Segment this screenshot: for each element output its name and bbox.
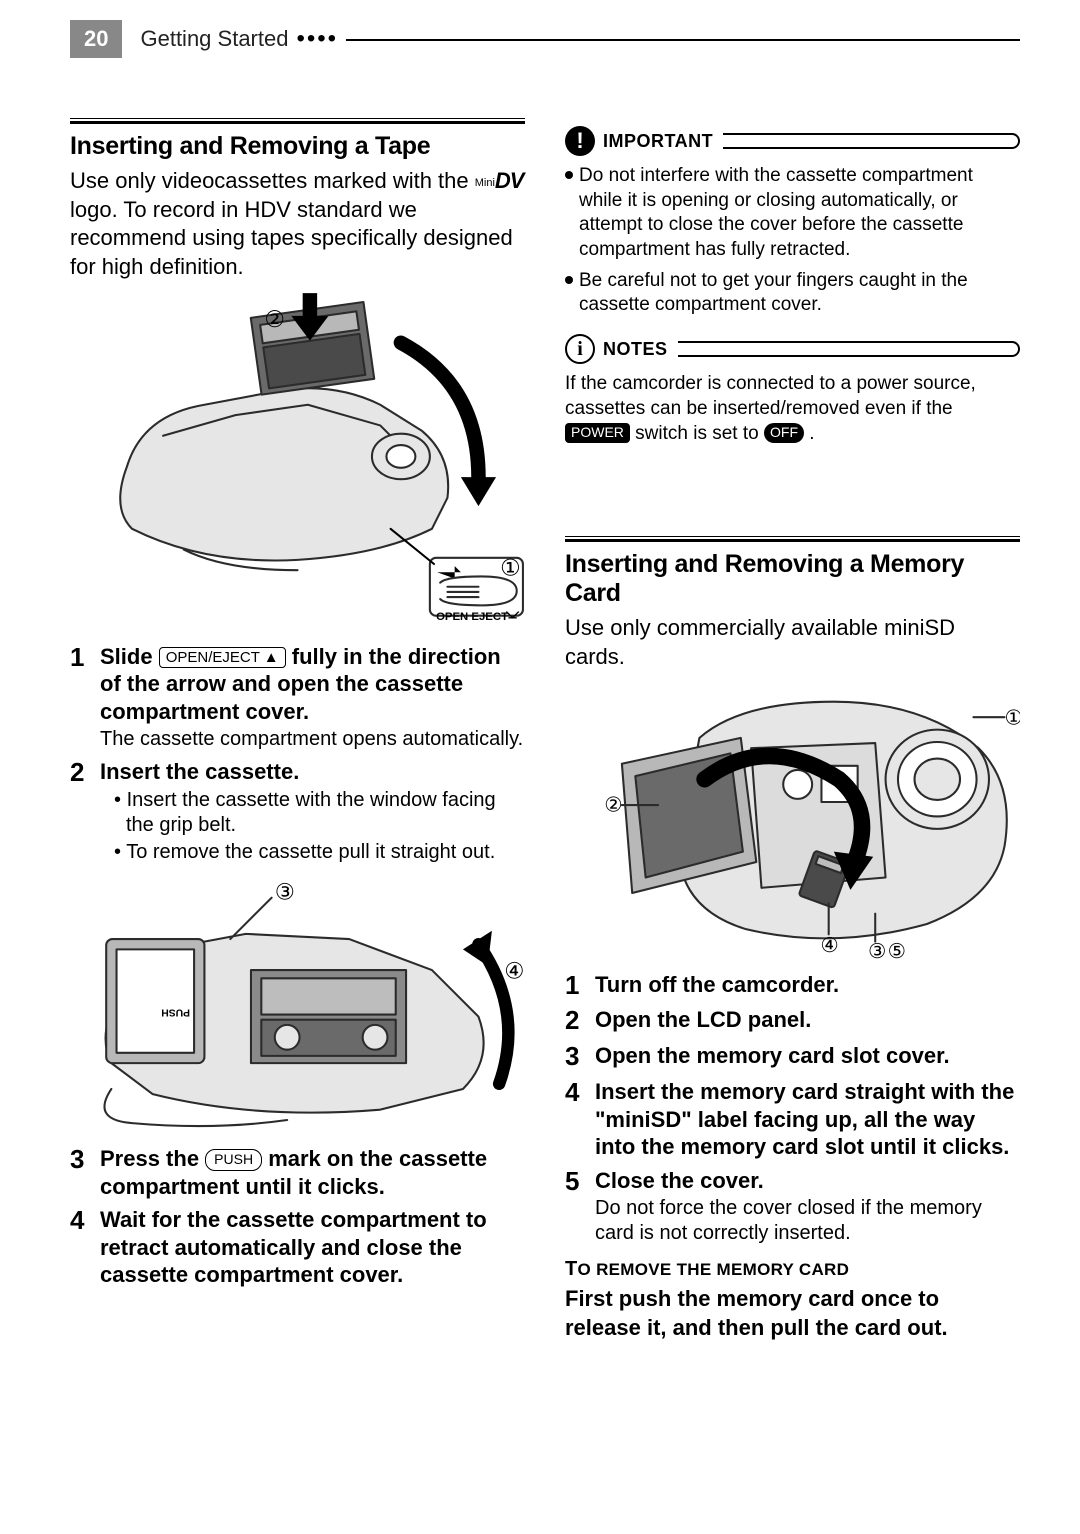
notes-post: . — [804, 423, 815, 444]
bullet-item: To remove the cassette pull it straight … — [114, 840, 525, 865]
step-title: Open the memory card slot cover. — [595, 1042, 1020, 1070]
section-heading-card: Inserting and Removing a Memory Card — [565, 550, 1020, 608]
fig3-circle1: ① — [1004, 707, 1020, 730]
important-item: Be careful not to get your fingers caugh… — [565, 269, 1020, 318]
fig3-circle2: ② — [604, 794, 623, 817]
important-label: IMPORTANT — [603, 131, 713, 152]
step-number: 2 — [565, 1006, 595, 1036]
card-intro: Use only commercially available miniSD c… — [565, 614, 1020, 671]
remove-card-heading: TO REMOVE THE MEMORY CARD — [565, 1258, 1020, 1281]
notes-icon: i — [565, 334, 595, 364]
step-desc: The cassette compartment opens automatic… — [100, 727, 525, 752]
section-heading-tape: Inserting and Removing a Tape — [70, 132, 525, 161]
callout-rule — [678, 341, 1020, 357]
off-key: OFF — [764, 423, 804, 444]
card-steps: 1 Turn off the camcorder. 2 Open the LCD… — [565, 971, 1020, 1247]
notes-callout: i NOTES — [565, 334, 1020, 364]
header-rule — [346, 39, 1020, 41]
power-key: POWER — [565, 423, 630, 444]
important-icon: ! — [565, 126, 595, 156]
step-title: Insert the memory card straight with the… — [595, 1078, 1020, 1161]
push-key: PUSH — [205, 1149, 262, 1171]
figure-tape-open: ② ① OPEN EJECT — [70, 291, 525, 632]
notes-pre: If the camcorder is connected to a power… — [565, 373, 976, 419]
step-title: Slide OPEN/EJECT ▲ fully in the directio… — [100, 643, 525, 726]
fig3-circle3: ③ — [868, 941, 887, 961]
left-column: Inserting and Removing a Tape Use only v… — [70, 118, 525, 1342]
step-desc: Do not force the cover closed if the mem… — [595, 1196, 1020, 1246]
intro-pre: Use only videocassettes marked with the — [70, 168, 475, 193]
step-text-pre: Press the — [100, 1146, 205, 1171]
fig1-circle1: ① — [500, 555, 520, 581]
page-number: 20 — [70, 20, 122, 58]
mini-label: Mini — [475, 177, 495, 189]
step-number: 4 — [70, 1206, 100, 1236]
important-list: Do not interfere with the cassette compa… — [565, 164, 1020, 318]
section-rule — [70, 118, 525, 124]
important-callout: ! IMPORTANT — [565, 126, 1020, 156]
tape-steps-3-4: 3 Press the PUSH mark on the cassette co… — [70, 1145, 525, 1289]
step-title: Insert the cassette. — [100, 758, 525, 786]
remove-heading-initial: T — [565, 1258, 578, 1280]
figure-tape-close: PUSH ③ ④ — [70, 877, 525, 1136]
push-label-on-camera: PUSH — [161, 1006, 190, 1017]
notes-label: NOTES — [603, 339, 668, 360]
step-text-pre: Slide — [100, 644, 159, 669]
remove-card-text: First push the memory card once to relea… — [565, 1285, 1020, 1342]
tape-steps-1-2: 1 Slide OPEN/EJECT ▲ fully in the direct… — [70, 643, 525, 867]
right-column: ! IMPORTANT Do not interfere with the ca… — [565, 118, 1020, 1342]
step-bullets: Insert the cassette with the window faci… — [100, 788, 525, 865]
dv-logo: DV — [495, 168, 524, 193]
remove-heading-rest: O REMOVE THE MEMORY CARD — [578, 1260, 850, 1279]
step-title: Wait for the cassette compartment to ret… — [100, 1206, 525, 1289]
fig3-circle5: ⑤ — [888, 941, 907, 961]
figure-memory-card: ① ② ④ ③ ⑤ — [565, 681, 1020, 960]
step-number: 2 — [70, 758, 100, 788]
notes-mid: switch is set to — [630, 423, 764, 444]
notes-text: If the camcorder is connected to a power… — [565, 372, 1020, 446]
step-number: 3 — [70, 1145, 100, 1175]
fig1-inset-label: OPEN EJECT — [436, 611, 508, 623]
fig1-circle2: ② — [264, 307, 284, 333]
step-number: 3 — [565, 1042, 595, 1072]
step-number: 1 — [70, 643, 100, 673]
step-title: Close the cover. — [595, 1167, 1020, 1195]
step-title: Press the PUSH mark on the cassette comp… — [100, 1145, 525, 1200]
section-rule — [565, 536, 1020, 542]
step-number: 4 — [565, 1078, 595, 1108]
step-number: 5 — [565, 1167, 595, 1197]
bullet-item: Insert the cassette with the window faci… — [114, 788, 525, 838]
intro-text: Use only videocassettes marked with the … — [70, 167, 525, 281]
page-header: 20 Getting Started •••• — [70, 20, 1020, 58]
fig3-circle4: ④ — [820, 934, 839, 957]
intro-post: logo. To record in HDV standard we recom… — [70, 197, 513, 279]
fig2-circle4: ④ — [504, 957, 524, 983]
step-number: 1 — [565, 971, 595, 1001]
callout-rule — [723, 133, 1020, 149]
step-title: Turn off the camcorder. — [595, 971, 1020, 999]
step-title: Open the LCD panel. — [595, 1006, 1020, 1034]
open-eject-key: OPEN/EJECT ▲ — [159, 647, 286, 669]
fig2-circle3: ③ — [275, 878, 295, 904]
important-item: Do not interfere with the cassette compa… — [565, 164, 1020, 263]
breadcrumb-dots: •••• — [296, 25, 338, 53]
chapter-title: Getting Started — [140, 26, 288, 52]
